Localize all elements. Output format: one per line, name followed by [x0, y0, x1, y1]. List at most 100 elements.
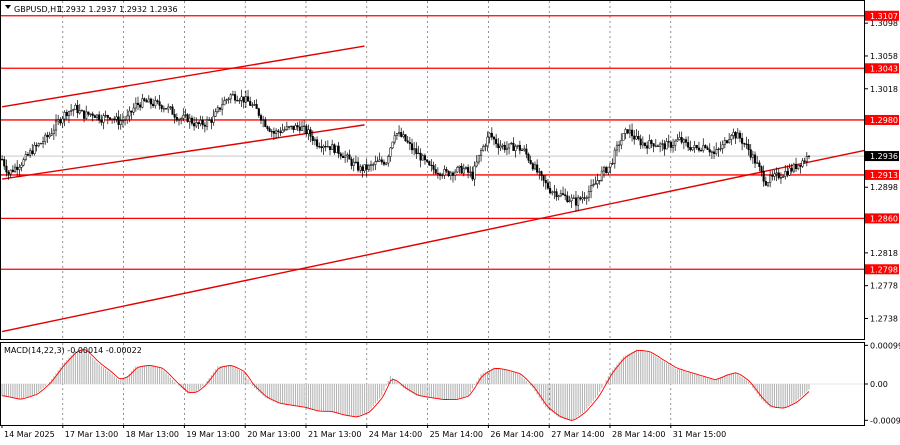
candles	[1, 89, 811, 212]
candle-body	[805, 156, 808, 162]
candle-body	[184, 114, 187, 116]
candle-body	[147, 98, 150, 103]
candle-body	[423, 155, 426, 161]
candle-body	[710, 151, 713, 153]
candle-body	[564, 194, 567, 197]
candle-body	[725, 140, 729, 143]
candle-body	[458, 165, 461, 168]
candle-body	[561, 193, 565, 195]
candle-body	[648, 140, 651, 149]
candle-body	[20, 164, 23, 168]
candle-body	[788, 167, 791, 176]
candle-body	[316, 139, 319, 147]
candle-body	[35, 145, 38, 147]
price-tick-label: 1.3018	[870, 85, 898, 94]
candle-body	[201, 120, 204, 126]
candle-body	[104, 115, 107, 117]
candle-body	[106, 115, 109, 118]
candle-body	[669, 141, 672, 148]
candle-body	[255, 104, 258, 109]
candle-body	[160, 105, 163, 109]
candle-body	[307, 129, 310, 134]
candle-body	[432, 165, 435, 170]
candle-body	[747, 144, 750, 150]
level-label-box	[865, 169, 899, 180]
candle-body	[128, 110, 131, 117]
candle-body	[771, 175, 774, 177]
candle-body	[736, 132, 739, 139]
candle-body	[615, 144, 619, 151]
candle-body	[490, 132, 493, 138]
candle-body	[372, 164, 375, 166]
candle-body	[61, 118, 64, 124]
price-pane-border	[0, 0, 865, 340]
candle-body	[719, 148, 722, 150]
candle-body	[72, 109, 75, 111]
candle-body	[324, 145, 327, 148]
candle-body	[108, 117, 112, 120]
candle-body	[749, 149, 752, 158]
candle-body	[365, 164, 368, 170]
candle-body	[654, 145, 657, 147]
candle-body	[635, 135, 638, 140]
candle-body	[702, 145, 705, 151]
candle-body	[544, 180, 547, 184]
candle-body	[732, 132, 735, 136]
price-tick-label: 1.2778	[870, 282, 898, 291]
candle-body	[447, 170, 450, 177]
candle-body	[570, 197, 573, 202]
candle-body	[622, 133, 625, 141]
candle-body	[214, 111, 217, 117]
candle-body	[760, 166, 763, 172]
candle-body	[119, 120, 122, 125]
candle-body	[352, 161, 355, 166]
candle-body	[590, 185, 593, 192]
candle-body	[359, 166, 362, 171]
candle-body	[54, 120, 58, 131]
candle-body	[143, 98, 146, 101]
candle-body	[24, 154, 27, 160]
candle-body	[48, 134, 51, 138]
candle-body	[266, 126, 269, 129]
candle-body	[199, 120, 202, 125]
candle-body	[268, 128, 271, 132]
candle-body	[95, 114, 99, 118]
candle-body	[641, 142, 644, 146]
candle-body	[667, 141, 670, 143]
candle-body	[303, 125, 306, 127]
candle-body	[85, 111, 88, 119]
chart-dropdown-icon[interactable]	[5, 5, 11, 9]
candle-body	[39, 143, 42, 145]
price-tick-label: 1.3098	[870, 19, 898, 28]
trend-line	[1, 124, 365, 180]
candle-body	[393, 135, 396, 143]
candle-body	[16, 166, 19, 170]
candle-body	[434, 169, 437, 174]
candle-body	[124, 119, 127, 121]
candle-body	[708, 149, 711, 153]
candle-body	[182, 114, 185, 119]
candle-body	[350, 158, 353, 166]
candle-body	[63, 112, 66, 120]
time-label: 25 Mar 14:00	[430, 430, 483, 439]
candle-body	[344, 155, 347, 159]
level-label: 1.2980	[870, 116, 898, 125]
candle-body	[162, 108, 165, 110]
candle-body	[516, 145, 519, 147]
candle-body	[387, 156, 390, 164]
candle-body	[100, 120, 103, 123]
candle-body	[205, 119, 209, 127]
candle-body	[229, 94, 232, 100]
candle-body	[501, 144, 504, 147]
candle-body	[581, 197, 584, 200]
candle-body	[618, 144, 621, 146]
level-label: 1.2913	[870, 171, 898, 180]
candle-body	[499, 145, 502, 149]
candle-body	[121, 120, 124, 122]
time-label: 31 Mar 15:00	[673, 430, 726, 439]
candle-body	[331, 144, 334, 150]
current-price-box	[865, 151, 899, 162]
